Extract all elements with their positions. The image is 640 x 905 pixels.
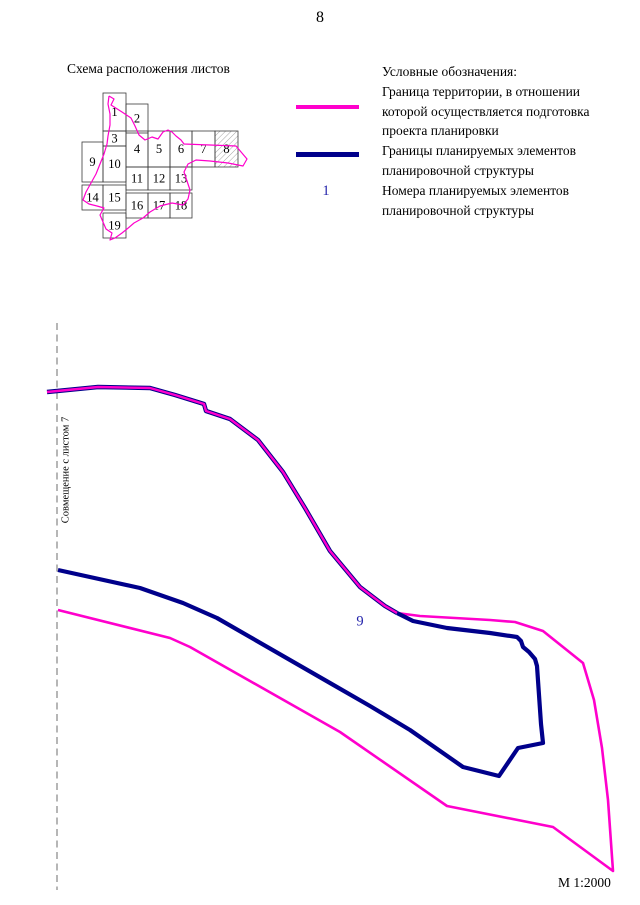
- legend-item-elements-line-1: Границы планируемых элементов: [382, 143, 576, 159]
- minimap-sheet-number-12: 12: [153, 172, 166, 186]
- minimap-sheet-cell-18: [169, 192, 193, 219]
- minimap-sheet-number-7: 7: [200, 142, 206, 156]
- main-map-boundaries: [46, 323, 615, 890]
- minimap-sheet-number-8: 8: [223, 142, 229, 156]
- minimap-sheet-number-9: 9: [89, 155, 95, 169]
- minimap-sheet-number-13: 13: [175, 172, 188, 186]
- minimap-sheet-number-1: 1: [111, 105, 117, 119]
- territory-boundary-line-swatch: [296, 105, 359, 109]
- planning-element-boundary-line-swatch: [296, 152, 359, 157]
- planning-element-boundary-line: [57, 567, 546, 779]
- legend-item-numbers-line-1: Номера планируемых элементов: [382, 182, 570, 198]
- minimap-sheet-number-3: 3: [111, 132, 117, 146]
- minimap-sheet-number-17: 17: [153, 199, 166, 213]
- planning-element-number-symbol: 1: [322, 183, 330, 199]
- legend-item-elements-line-2: планировочной структуры: [382, 162, 535, 178]
- minimap-sheet-number-18: 18: [175, 199, 188, 213]
- minimap-sheet-number-16: 16: [131, 199, 144, 213]
- minimap-sheet-number-19: 19: [108, 219, 121, 233]
- minimap-sheet-cell-13: [169, 166, 193, 191]
- minimap-sheet-number-4: 4: [134, 142, 141, 156]
- sheet-edge-note: Совмещение с листом 7: [60, 416, 72, 524]
- map-scale-label: М 1:2000: [558, 875, 611, 890]
- legend-item-territory-line-2: которой осуществляется подготовка: [382, 103, 590, 119]
- minimap-sheet-number-15: 15: [108, 191, 121, 205]
- combined-boundary-magenta-overlay: [46, 385, 398, 615]
- legend-item-numbers-line-2: планировочной структуры: [382, 202, 535, 218]
- minimap-territory-outline: [82, 95, 248, 241]
- minimap-sheet-number-2: 2: [134, 112, 140, 126]
- legend-item-territory-line-1: Граница территории, в отношении: [382, 83, 581, 99]
- minimap-sheet-cell-2: [125, 103, 149, 134]
- minimap-sheet-number-10: 10: [108, 157, 121, 171]
- planning-element-number-label: 9: [356, 613, 364, 630]
- legend-item-territory-line-3: проекта планировки: [382, 123, 499, 139]
- minimap-title: Схема расположения листов: [67, 61, 230, 76]
- legend-title: Условные обозначения:: [382, 64, 518, 79]
- minimap-sheet-cell-10: [102, 145, 127, 183]
- minimap-sheet-number-6: 6: [178, 142, 184, 156]
- territory-boundary-line: [57, 608, 615, 873]
- minimap-sheet-number-14: 14: [86, 191, 99, 205]
- minimap-sheet-number-5: 5: [156, 142, 162, 156]
- minimap-sheet-number-11: 11: [131, 172, 143, 186]
- page-number: 8: [316, 9, 324, 26]
- legend: Условные обозначения: Граница территории…: [382, 62, 637, 220]
